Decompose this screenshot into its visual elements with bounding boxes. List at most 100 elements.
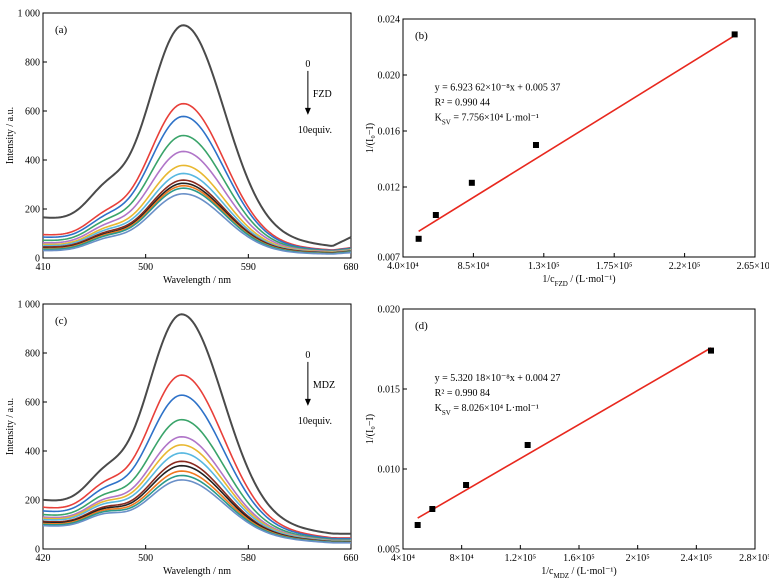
x-tick-label-d-3: 1.6×10⁵: [563, 553, 595, 564]
annotation-drug-a: FZD: [313, 89, 332, 100]
x-axis-label-b: 1/cFZD / (L·mol⁻¹): [542, 274, 615, 288]
equation-line-b-2: KSV = 7.756×10⁴ L·mol⁻¹: [435, 112, 539, 126]
y-tick-label-c-1: 200: [25, 496, 40, 507]
x-tick-label-a-0: 410: [36, 262, 51, 273]
x-tick-label-b-4: 2.2×10⁵: [669, 261, 701, 272]
equation-line-d-0: y = 5.320 18×10⁻⁸x + 0.004 27: [435, 373, 561, 384]
x-tick-label-d-4: 2×10⁵: [626, 553, 650, 564]
x-tick-label-b-5: 2.65×10⁵: [737, 261, 769, 272]
y-tick-label-a-0: 0: [35, 254, 40, 265]
y-tick-label-b-4: 0.024: [378, 15, 401, 26]
fit-line-b: [418, 34, 736, 233]
x-tick-label-b-3: 1.75×10⁵: [596, 261, 633, 272]
x-tick-label-a-1: 500: [138, 262, 153, 273]
x-tick-label-d-2: 1.2×10⁵: [505, 553, 537, 564]
y-tick-label-a-5: 1 000: [18, 9, 41, 20]
x-tick-label-b-0: 4.0×10⁴: [387, 261, 419, 272]
y-axis-label-c: Intensity / a.u.: [5, 398, 16, 455]
series-line-a-1: [42, 102, 352, 251]
y-tick-label-d-0: 0.005: [378, 545, 401, 556]
x-axis-label-d: 1/cMDZ / (L·mol⁻¹): [541, 566, 617, 580]
y-tick-label-a-2: 400: [25, 156, 40, 167]
x-tick-label-d-0: 4×10⁴: [391, 553, 416, 564]
equation-line-b-0: y = 6.923 62×10⁻⁸x + 0.005 37: [435, 82, 561, 93]
y-tick-label-b-0: 0.007: [378, 253, 401, 264]
annotation-arrowhead-a: [304, 107, 311, 115]
x-tick-label-d-6: 2.8×10⁵: [739, 553, 769, 564]
panel-c: 420 500 580 660 0 200 400 600 800 1 000 Wavelength…: [5, 300, 359, 578]
series-group-a: [42, 24, 352, 255]
data-point-b-1: [432, 212, 439, 218]
y-tick-label-c-5: 1 000: [18, 300, 41, 311]
x-tick-label-c-0: 420: [36, 553, 51, 564]
panel-label-b: (b): [415, 30, 428, 42]
data-point-b-0: [415, 235, 422, 242]
y-tick-label-c-0: 0: [35, 545, 40, 556]
x-tick-label-b-1: 8.5×10⁴: [458, 261, 490, 272]
data-point-b-2: [468, 179, 475, 186]
series-line-c-2: [42, 394, 352, 540]
panel-label-c: (c): [55, 315, 68, 327]
y-axis-label-d: 1/(I₀−I): [365, 414, 376, 444]
x-tick-label-b-2: 1.3×10⁵: [528, 261, 560, 272]
series-group-c: [42, 313, 352, 544]
y-tick-label-c-2: 400: [25, 447, 40, 458]
y-tick-label-c-3: 600: [25, 398, 40, 409]
series-line-a-11: [43, 193, 352, 255]
panel-b: 4.0×10⁴ 8.5×10⁴ 1.3×10⁵ 1.75×10⁵ 2.2×10⁵ 2.65…: [365, 15, 769, 289]
equation-line-d-1: R² = 0.990 84: [435, 388, 490, 399]
series-line-c-11: [42, 479, 351, 544]
x-tick-label-a-2: 590: [241, 262, 256, 273]
x-tick-label-c-2: 580: [241, 553, 256, 564]
series-line-c-0: [42, 313, 352, 535]
plot-frame-c: [42, 303, 352, 550]
x-tick-label-d-5: 2.4×10⁵: [681, 553, 713, 564]
y-tick-label-a-4: 800: [25, 58, 40, 69]
x-tick-label-a-3: 680: [344, 262, 359, 273]
equation-line-d-2: KSV = 8.026×10⁴ L·mol⁻¹: [435, 403, 539, 417]
panels: 410 500 590 680 0 200 400 600 800 1 000 Wavelength…: [5, 9, 769, 581]
plot-frame-b: [402, 18, 756, 258]
series-line-c-3: [42, 418, 352, 541]
x-axis-label-c: Wavelength / nm: [163, 566, 231, 577]
y-tick-label-b-2: 0.016: [378, 127, 401, 138]
panel-d: 4×10⁴ 8×10⁴ 1.2×10⁵ 1.6×10⁵ 2×10⁵ 2.4×10⁵ 2.8×…: [365, 305, 769, 581]
annotation-end-c: 10equiv.: [298, 416, 332, 427]
panel-a: 410 500 590 680 0 200 400 600 800 1 000 Wavelength…: [5, 9, 359, 287]
data-point-d-3: [524, 442, 531, 448]
annotation-start-a: 0: [305, 59, 310, 70]
x-tick-label-c-1: 500: [138, 553, 153, 564]
series-line-a-0: [42, 24, 352, 247]
y-tick-label-d-3: 0.020: [378, 305, 401, 316]
y-tick-label-a-1: 200: [25, 205, 40, 216]
y-tick-label-b-1: 0.012: [378, 183, 401, 194]
data-point-b-3: [532, 142, 539, 148]
equation-line-b-1: R² = 0.990 44: [435, 97, 490, 108]
series-line-a-4: [42, 150, 352, 253]
y-tick-label-d-1: 0.010: [378, 465, 401, 476]
panel-label-d: (d): [415, 320, 428, 332]
plot-frame-a: [42, 12, 352, 259]
y-tick-label-a-3: 600: [25, 107, 40, 118]
series-line-c-1: [42, 374, 352, 539]
y-tick-label-b-3: 0.020: [378, 71, 401, 82]
panel-label-a: (a): [55, 24, 68, 36]
y-tick-label-d-2: 0.015: [378, 385, 401, 396]
annotation-start-c: 0: [305, 350, 310, 361]
annotation-end-a: 10equiv.: [298, 125, 332, 136]
y-axis-label-b: 1/(I₀−I): [365, 123, 376, 153]
data-point-b-4: [731, 31, 738, 38]
x-tick-label-c-3: 660: [344, 553, 359, 564]
data-point-d-0: [414, 522, 421, 528]
fit-line-d: [417, 347, 712, 519]
y-axis-label-a: Intensity / a.u.: [5, 107, 16, 164]
x-tick-label-d-1: 8×10⁴: [450, 553, 475, 564]
data-point-d-1: [429, 506, 436, 512]
data-point-d-2: [463, 482, 470, 488]
y-tick-label-c-4: 800: [25, 349, 40, 360]
annotation-drug-c: MDZ: [313, 380, 335, 391]
x-axis-label-a: Wavelength / nm: [163, 275, 231, 286]
series-line-a-3: [42, 134, 352, 252]
